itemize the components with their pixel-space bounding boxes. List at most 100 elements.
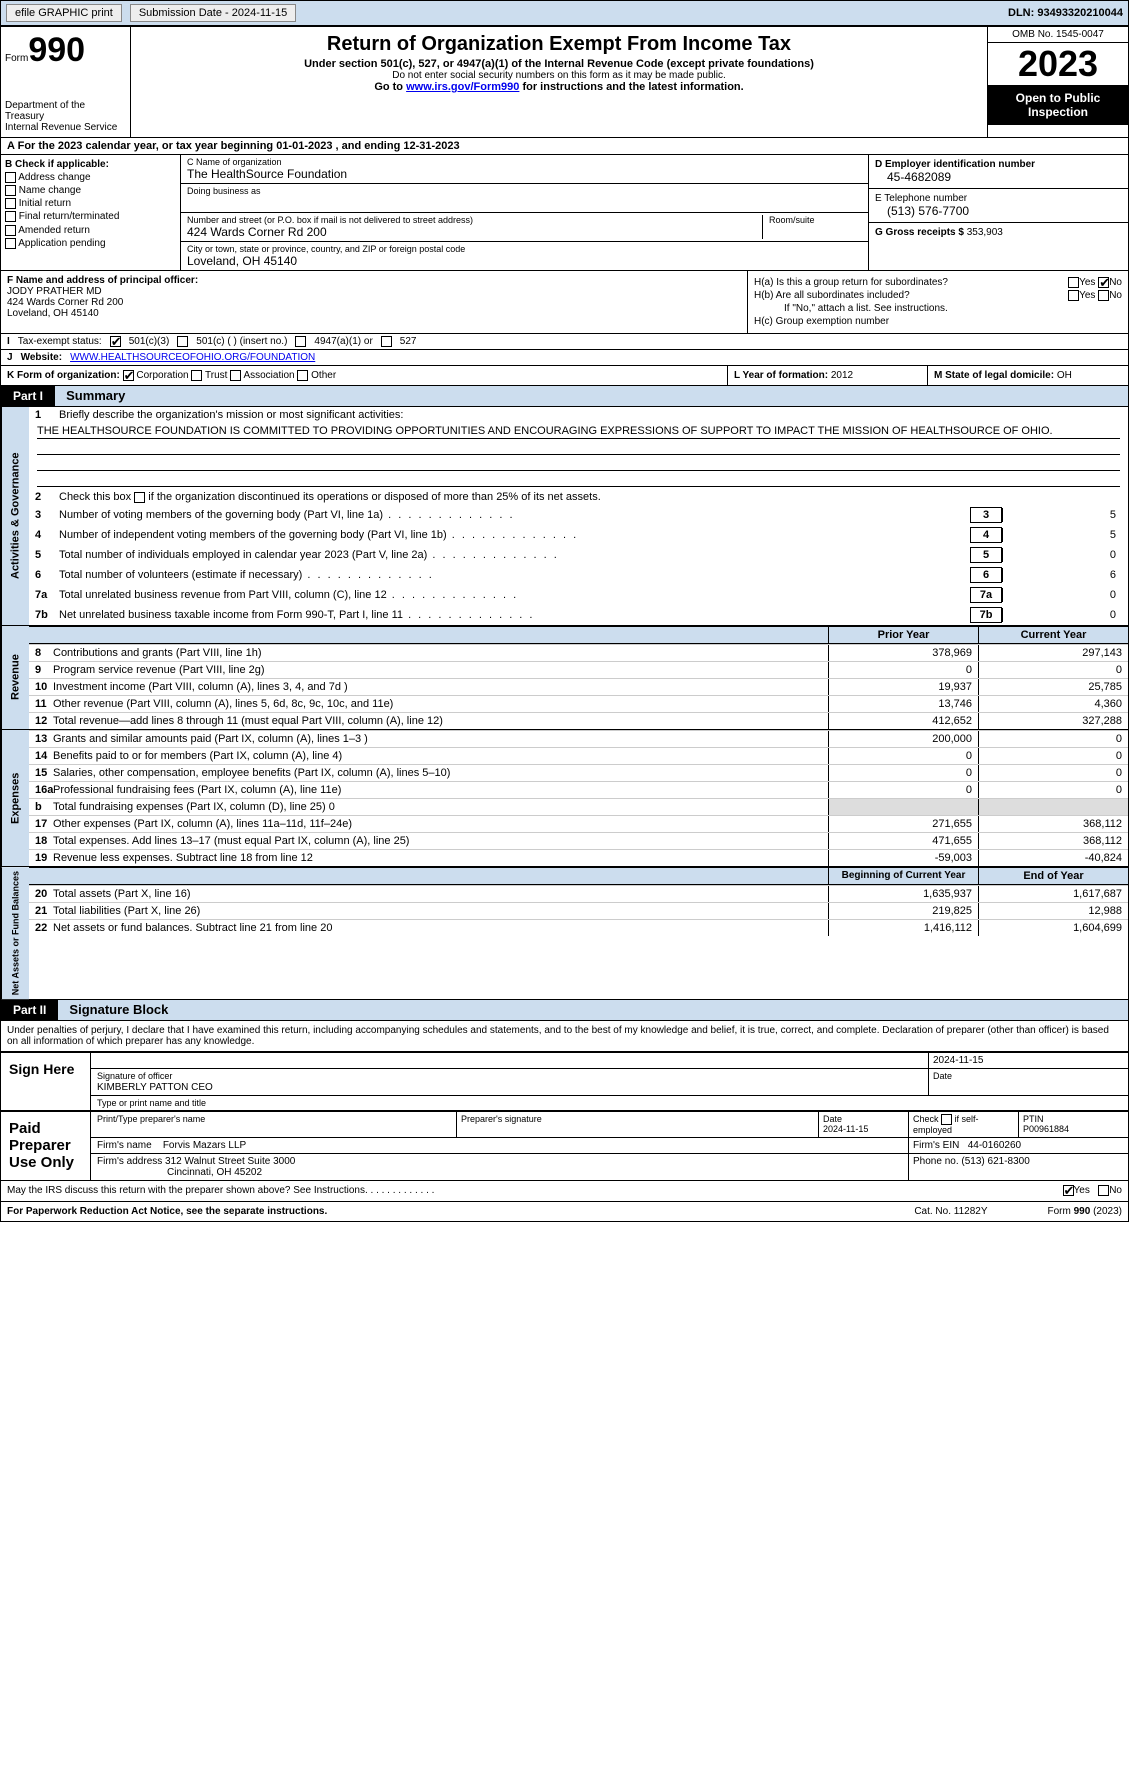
chk-name[interactable]: Name change xyxy=(5,185,176,196)
dln: DLN: 93493320210044 xyxy=(1008,7,1123,19)
part1-bar: Part I Summary xyxy=(0,386,1129,407)
discuss-yes[interactable] xyxy=(1063,1185,1074,1196)
chk-pending[interactable]: Application pending xyxy=(5,238,176,249)
chk-other[interactable] xyxy=(297,370,308,381)
ptin-lbl: PTIN xyxy=(1023,1114,1044,1124)
line-22: 22Net assets or fund balances. Subtract … xyxy=(29,919,1128,936)
top-bar: efile GRAPHIC print Submission Date - 20… xyxy=(0,0,1129,26)
line-10: 10Investment income (Part VIII, column (… xyxy=(29,678,1128,695)
line-12: 12Total revenue—add lines 8 through 11 (… xyxy=(29,712,1128,729)
box-deg: D Employer identification number45-46820… xyxy=(868,155,1128,270)
sign-here-block: Sign Here 2024-11-15 Signature of office… xyxy=(0,1052,1129,1111)
part2-hdr: Part II xyxy=(1,1000,58,1020)
line-16a: 16aProfessional fundraising fees (Part I… xyxy=(29,781,1128,798)
room-lbl: Room/suite xyxy=(769,215,862,225)
prep-name-lbl: Print/Type preparer's name xyxy=(91,1112,456,1137)
street-lbl: Number and street (or P.O. box if mail i… xyxy=(187,215,762,225)
chk-trust[interactable] xyxy=(191,370,202,381)
self-emp: Check if self-employed xyxy=(908,1112,1018,1137)
box-b-hdr: B Check if applicable: xyxy=(5,159,109,170)
sig-name-lbl: Type or print name and title xyxy=(91,1096,1128,1110)
phone-lbl: E Telephone number xyxy=(875,193,967,204)
line-11: 11Other revenue (Part VIII, column (A), … xyxy=(29,695,1128,712)
paperwork-notice: For Paperwork Reduction Act Notice, see … xyxy=(7,1206,914,1217)
firm-name-lbl: Firm's name xyxy=(97,1140,152,1151)
line-19: 19Revenue less expenses. Subtract line 1… xyxy=(29,849,1128,866)
ein: 45-4682089 xyxy=(875,170,951,184)
section-governance: Activities & Governance 1Briefly describ… xyxy=(0,407,1129,626)
ha-yes[interactable] xyxy=(1068,277,1079,288)
chk-assoc[interactable] xyxy=(230,370,241,381)
perjury-block: Under penalties of perjury, I declare th… xyxy=(0,1021,1129,1052)
dept: Department of the TreasuryInternal Reven… xyxy=(5,100,126,133)
chk-self-emp[interactable] xyxy=(941,1114,952,1125)
prep-date: 2024-11-15 xyxy=(823,1124,868,1134)
tab-governance: Activities & Governance xyxy=(1,407,29,625)
cat-no: Cat. No. 11282Y xyxy=(914,1206,987,1217)
chk-final[interactable]: Final return/terminated xyxy=(5,211,176,222)
box-f: F Name and address of principal officer:… xyxy=(1,271,748,333)
line-18: 18Total expenses. Add lines 13–17 (must … xyxy=(29,832,1128,849)
gov-line-3: 3Number of voting members of the governi… xyxy=(29,505,1128,525)
officer-name: JODY PRATHER MD xyxy=(7,286,102,297)
sign-here-lbl: Sign Here xyxy=(1,1053,91,1110)
gov-line-7a: 7aTotal unrelated business revenue from … xyxy=(29,585,1128,605)
city: Loveland, OH 45140 xyxy=(187,254,297,268)
part1-hdr: Part I xyxy=(1,386,55,406)
street: 424 Wards Corner Rd 200 xyxy=(187,225,327,239)
part1-title: Summary xyxy=(58,388,125,403)
discuss-no[interactable] xyxy=(1098,1185,1109,1196)
hb-yes[interactable] xyxy=(1068,290,1079,301)
website-link[interactable]: WWW.HEALTHSOURCEOFOHIO.ORG/FOUNDATION xyxy=(70,352,315,363)
ptin: P00961884 xyxy=(1023,1124,1069,1134)
row-ij: I Tax-exempt status: 501(c)(3) 501(c) ( … xyxy=(0,334,1129,366)
chk-amended[interactable]: Amended return xyxy=(5,225,176,236)
gov-line-4: 4Number of independent voting members of… xyxy=(29,525,1128,545)
tab-revenue: Revenue xyxy=(1,626,29,729)
line-14: 14Benefits paid to or for members (Part … xyxy=(29,747,1128,764)
hb-no[interactable] xyxy=(1098,290,1109,301)
prep-date-lbl: Date xyxy=(823,1114,842,1124)
chk-501c3[interactable] xyxy=(110,336,121,347)
chk-discontinued[interactable] xyxy=(134,492,145,503)
box-c: C Name of organizationThe HealthSource F… xyxy=(181,155,868,270)
chk-corp[interactable] xyxy=(123,370,134,381)
org-name: The HealthSource Foundation xyxy=(187,167,347,181)
chk-initial[interactable]: Initial return xyxy=(5,198,176,209)
end-year-hdr: End of Year xyxy=(978,868,1128,884)
line-13: 13Grants and similar amounts paid (Part … xyxy=(29,730,1128,747)
ssn-note: Do not enter social security numbers on … xyxy=(139,70,979,81)
submission-btn[interactable]: Submission Date - 2024-11-15 xyxy=(130,4,296,22)
chk-527[interactable] xyxy=(381,336,392,347)
mission: THE HEALTHSOURCE FOUNDATION IS COMMITTED… xyxy=(37,425,1120,439)
irs-link[interactable]: www.irs.gov/Form990 xyxy=(406,81,519,93)
line-15: 15Salaries, other compensation, employee… xyxy=(29,764,1128,781)
line-8: 8Contributions and grants (Part VIII, li… xyxy=(29,644,1128,661)
row-klm: K Form of organization: Corporation Trus… xyxy=(0,366,1129,386)
gross-lbl: G Gross receipts $ xyxy=(875,227,964,238)
l1-txt: Briefly describe the organization's miss… xyxy=(59,409,1122,421)
gov-line-6: 6Total number of volunteers (estimate if… xyxy=(29,565,1128,585)
hb-note: If "No," attach a list. See instructions… xyxy=(754,303,1122,314)
chk-4947[interactable] xyxy=(295,336,306,347)
goto-prefix: Go to xyxy=(374,81,406,93)
city-lbl: City or town, state or province, country… xyxy=(187,244,862,254)
sig-date-lbl: Date xyxy=(928,1069,1128,1095)
form-title: Return of Organization Exempt From Incom… xyxy=(139,33,979,56)
form-number: 990 xyxy=(28,31,85,69)
chk-501c[interactable] xyxy=(177,336,188,347)
chk-address[interactable]: Address change xyxy=(5,172,176,183)
current-year-hdr: Current Year xyxy=(978,627,1128,643)
sig-date: 2024-11-15 xyxy=(928,1053,1128,1068)
efile-btn[interactable]: efile GRAPHIC print xyxy=(6,4,122,22)
form-header: Form990 Department of the TreasuryIntern… xyxy=(0,26,1129,138)
paid-preparer-block: Paid Preparer Use Only Print/Type prepar… xyxy=(0,1111,1129,1181)
row-a-text: For the 2023 calendar year, or tax year … xyxy=(18,140,460,152)
ha-lbl: H(a) Is this a group return for subordin… xyxy=(754,277,948,288)
firm-phone-lbl: Phone no. xyxy=(913,1156,959,1167)
form-org-lbl: K Form of organization: xyxy=(7,370,120,381)
form-ref: Form 990 (2023) xyxy=(1048,1206,1122,1217)
year-form-lbl: L Year of formation: xyxy=(734,370,828,381)
gov-line-7b: 7bNet unrelated business taxable income … xyxy=(29,605,1128,625)
ha-no[interactable] xyxy=(1098,277,1109,288)
